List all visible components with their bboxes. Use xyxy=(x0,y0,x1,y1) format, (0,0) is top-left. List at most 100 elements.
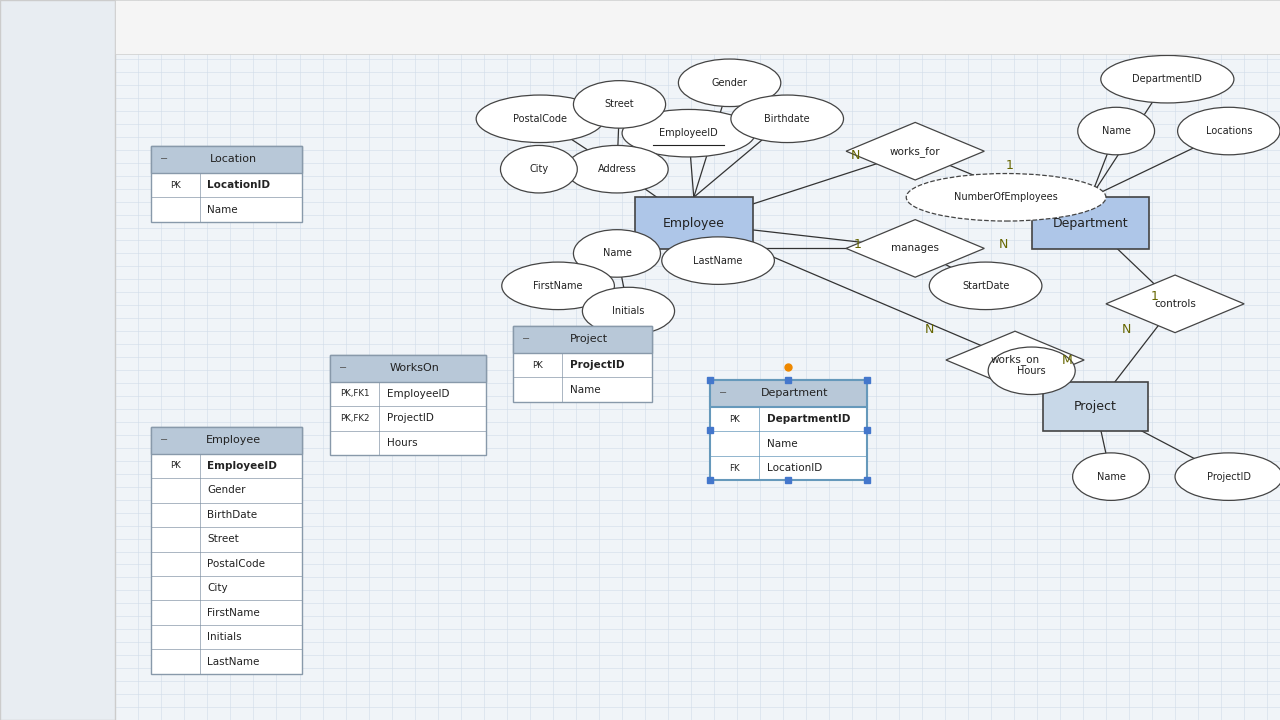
Text: Street: Street xyxy=(604,99,635,109)
FancyBboxPatch shape xyxy=(710,380,867,407)
Text: Initials: Initials xyxy=(612,306,645,316)
Text: City: City xyxy=(530,164,548,174)
Text: Address: Address xyxy=(598,164,636,174)
Text: PK,FK1: PK,FK1 xyxy=(339,390,370,398)
Text: PostalCode: PostalCode xyxy=(513,114,567,124)
Text: works_on: works_on xyxy=(991,354,1039,366)
Text: Hours: Hours xyxy=(1018,366,1046,376)
Text: Location: Location xyxy=(210,155,256,164)
Text: Name: Name xyxy=(207,204,238,215)
Ellipse shape xyxy=(731,95,844,143)
Text: Name: Name xyxy=(1102,126,1130,136)
Text: EmployeeID: EmployeeID xyxy=(659,128,718,138)
Text: NumberOfEmployees: NumberOfEmployees xyxy=(954,192,1059,202)
Ellipse shape xyxy=(573,230,660,277)
Text: Locations: Locations xyxy=(1206,126,1252,136)
Text: Name: Name xyxy=(1097,472,1125,482)
Ellipse shape xyxy=(476,95,604,143)
Ellipse shape xyxy=(502,262,614,310)
Ellipse shape xyxy=(1175,453,1280,500)
Text: Project: Project xyxy=(570,335,608,344)
Text: PK: PK xyxy=(730,415,740,423)
Text: −: − xyxy=(160,436,168,445)
Ellipse shape xyxy=(1078,107,1155,155)
Text: N: N xyxy=(1121,323,1132,336)
Text: Gender: Gender xyxy=(207,485,246,495)
Ellipse shape xyxy=(1073,453,1149,500)
FancyBboxPatch shape xyxy=(635,197,753,249)
Ellipse shape xyxy=(622,109,755,157)
Text: LastName: LastName xyxy=(207,657,260,667)
Ellipse shape xyxy=(582,287,675,335)
Ellipse shape xyxy=(662,237,774,284)
Text: works_for: works_for xyxy=(890,145,941,157)
FancyBboxPatch shape xyxy=(1043,382,1148,431)
Text: PK: PK xyxy=(170,462,180,470)
Text: Project: Project xyxy=(1074,400,1117,413)
Text: Name: Name xyxy=(570,384,600,395)
FancyBboxPatch shape xyxy=(330,355,486,455)
Text: controls: controls xyxy=(1155,299,1196,309)
Text: DepartmentID: DepartmentID xyxy=(1133,74,1202,84)
Ellipse shape xyxy=(678,59,781,107)
Text: ProjectID: ProjectID xyxy=(387,413,434,423)
FancyBboxPatch shape xyxy=(513,326,652,353)
FancyBboxPatch shape xyxy=(151,146,302,173)
Text: BirthDate: BirthDate xyxy=(207,510,257,520)
Polygon shape xyxy=(1106,275,1244,333)
Ellipse shape xyxy=(906,174,1106,221)
Text: City: City xyxy=(207,583,228,593)
FancyBboxPatch shape xyxy=(151,427,302,674)
Text: −: − xyxy=(160,155,168,164)
Ellipse shape xyxy=(929,262,1042,310)
Text: FirstName: FirstName xyxy=(534,281,582,291)
Text: Name: Name xyxy=(603,248,631,258)
Polygon shape xyxy=(846,122,984,180)
Text: StartDate: StartDate xyxy=(961,281,1010,291)
Ellipse shape xyxy=(500,145,577,193)
Ellipse shape xyxy=(1178,107,1280,155)
Text: EmployeeID: EmployeeID xyxy=(387,389,449,399)
FancyBboxPatch shape xyxy=(330,355,486,382)
Text: LocationID: LocationID xyxy=(207,180,270,190)
Polygon shape xyxy=(946,331,1084,389)
Text: −: − xyxy=(339,364,347,373)
FancyBboxPatch shape xyxy=(710,380,867,480)
Text: PostalCode: PostalCode xyxy=(207,559,265,569)
Text: Street: Street xyxy=(207,534,239,544)
Ellipse shape xyxy=(1101,55,1234,103)
Text: Employee: Employee xyxy=(663,217,724,230)
FancyBboxPatch shape xyxy=(151,146,302,222)
Text: PK,FK2: PK,FK2 xyxy=(339,414,370,423)
Text: ProjectID: ProjectID xyxy=(1207,472,1251,482)
Text: −: − xyxy=(719,389,727,398)
Text: Birthdate: Birthdate xyxy=(764,114,810,124)
Text: 1: 1 xyxy=(1006,159,1014,172)
Text: 1: 1 xyxy=(1151,290,1158,303)
Text: N: N xyxy=(850,149,860,162)
Text: EmployeeID: EmployeeID xyxy=(207,461,278,471)
FancyBboxPatch shape xyxy=(151,427,302,454)
Text: Name: Name xyxy=(767,438,797,449)
FancyBboxPatch shape xyxy=(0,0,115,720)
Text: Gender: Gender xyxy=(712,78,748,88)
Text: −: − xyxy=(522,335,530,344)
Text: Employee: Employee xyxy=(205,436,261,445)
Ellipse shape xyxy=(988,347,1075,395)
Text: N: N xyxy=(924,323,934,336)
Text: LastName: LastName xyxy=(694,256,742,266)
Text: N: N xyxy=(998,238,1009,251)
Text: Initials: Initials xyxy=(207,632,242,642)
FancyBboxPatch shape xyxy=(1032,197,1149,249)
Text: Department: Department xyxy=(762,389,828,398)
Text: Hours: Hours xyxy=(387,438,417,448)
FancyBboxPatch shape xyxy=(115,0,1280,54)
Text: manages: manages xyxy=(891,243,940,253)
Ellipse shape xyxy=(566,145,668,193)
Text: PK: PK xyxy=(170,181,180,189)
Text: DepartmentID: DepartmentID xyxy=(767,414,850,424)
Text: Department: Department xyxy=(1052,217,1129,230)
Text: ProjectID: ProjectID xyxy=(570,360,625,370)
Text: 1: 1 xyxy=(854,238,861,251)
Text: LocationID: LocationID xyxy=(767,463,822,473)
